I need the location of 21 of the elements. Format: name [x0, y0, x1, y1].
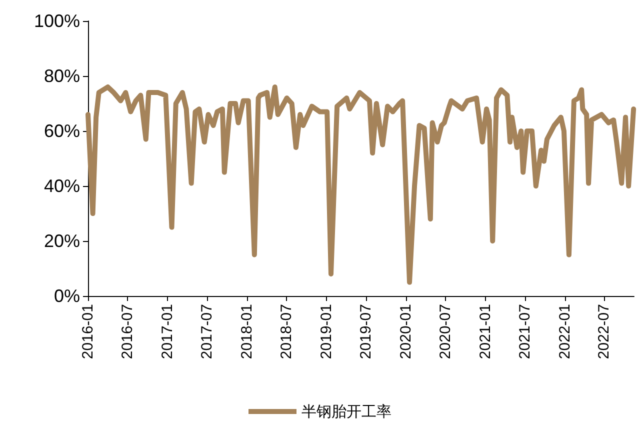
y-tick-label: 40% [44, 176, 80, 196]
x-tick-label: 2019-01 [318, 304, 335, 360]
legend-label: 半钢胎开工率 [302, 402, 392, 420]
x-tick-label: 2021-07 [516, 304, 534, 360]
y-tick-label: 60% [44, 121, 80, 141]
x-tick-label: 2021-01 [476, 304, 494, 360]
x-tick-label: 2020-01 [397, 304, 414, 360]
x-tick-label: 2017-07 [198, 304, 216, 360]
x-tick-label: 2018-07 [278, 304, 295, 360]
x-tick-label: 2016-07 [119, 304, 136, 360]
x-tick-label: 2016-01 [80, 304, 96, 360]
x-tick-label: 2019-07 [357, 304, 374, 360]
y-tick-label: 80% [44, 66, 80, 86]
x-tick-label: 2022-01 [556, 304, 574, 360]
x-tick-label: 2017-01 [159, 304, 176, 360]
y-tick-label: 20% [44, 231, 80, 251]
x-tick-label: 2022-07 [596, 304, 613, 360]
y-tick-label: 0% [54, 286, 80, 306]
x-tick-label: 2018-01 [238, 304, 256, 360]
x-tick-label: 2020-07 [436, 304, 454, 360]
y-tick-label: 100% [34, 11, 80, 31]
